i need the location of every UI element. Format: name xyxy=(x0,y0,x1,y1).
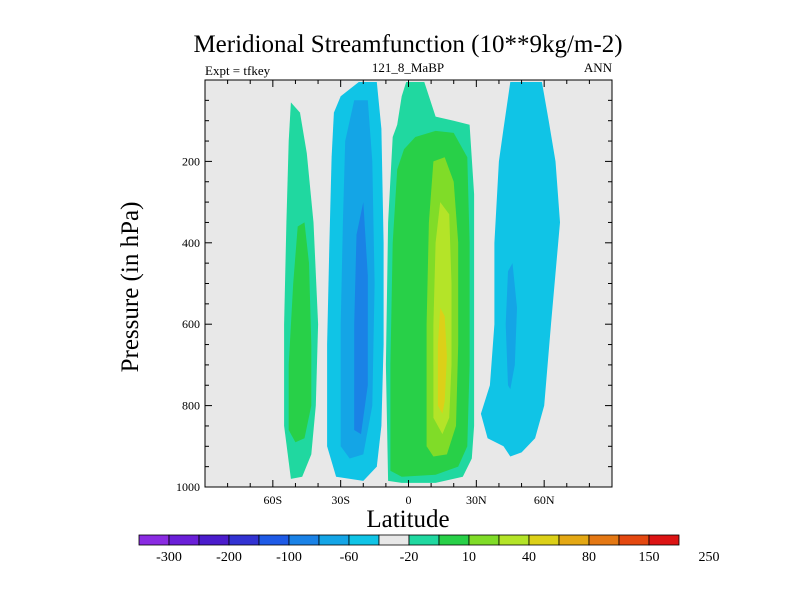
colorbar-swatch xyxy=(588,534,620,546)
center-subtitle: 121_8_MaBP xyxy=(372,60,444,75)
contour-green-40-1 xyxy=(288,222,312,443)
colorbar-label: -200 xyxy=(216,550,242,565)
colorbar-label: 250 xyxy=(699,550,720,565)
colorbar-swatch xyxy=(408,534,440,546)
colorbar: -300 -200 -100 -60 -20 10 40 80 150 250 xyxy=(138,534,720,565)
chart-title: Meridional Streamfunction (10**9kg/m-2) xyxy=(193,31,622,58)
colorbar-swatch xyxy=(438,534,470,546)
contour-layer xyxy=(284,82,560,483)
colorbar-swatch xyxy=(228,534,260,546)
y-tick-label: 400 xyxy=(182,236,200,250)
y-tick-label: 200 xyxy=(182,154,200,168)
colorbar-label: -20 xyxy=(400,550,419,565)
colorbar-label: -100 xyxy=(276,550,302,565)
y-tick-label: 600 xyxy=(182,317,200,331)
colorbar-swatch xyxy=(498,534,530,546)
colorbar-label: 80 xyxy=(582,550,596,565)
contour-blue-100-4 xyxy=(354,202,368,435)
colorbar-label: 150 xyxy=(639,550,660,565)
contour-blue-60-11 xyxy=(505,263,517,390)
y-tick-label: 800 xyxy=(182,399,200,413)
colorbar-swatch xyxy=(138,534,170,546)
y-tick-label: 1000 xyxy=(176,480,200,494)
contour-yellow-150-9 xyxy=(437,307,447,414)
x-tick-label: 30S xyxy=(331,493,350,507)
x-tick-label: 30N xyxy=(466,493,487,507)
colorbar-swatch xyxy=(618,534,650,546)
x-tick-label: 60S xyxy=(263,493,282,507)
colorbar-swatch xyxy=(528,534,560,546)
colorbar-swatch xyxy=(258,534,290,546)
x-tick-label: 60N xyxy=(534,493,555,507)
colorbar-swatch xyxy=(378,534,410,546)
colorbar-label: -300 xyxy=(156,550,182,565)
colorbar-swatch xyxy=(198,534,230,546)
colorbar-swatch xyxy=(468,534,500,546)
contour-blue-20-10 xyxy=(480,82,560,457)
colorbar-swatch xyxy=(648,534,680,546)
colorbar-label: 10 xyxy=(462,550,476,565)
colorbar-swatch xyxy=(168,534,200,546)
x-axis-label: Latitude xyxy=(366,506,449,533)
x-axis: 60S 30S 0 30N 60N xyxy=(204,80,613,507)
y-axis-label: Pressure (in hPa) xyxy=(117,202,144,373)
colorbar-swatch xyxy=(288,534,320,546)
colorbar-label: 40 xyxy=(522,550,536,565)
colorbar-swatch xyxy=(558,534,590,546)
right-subtitle: ANN xyxy=(584,60,613,75)
y-axis: 200 400 600 800 1000 xyxy=(176,99,612,494)
x-tick-label: 0 xyxy=(406,493,412,507)
plot-area: 200 400 600 800 1000 60S 30S 0 30N 60N xyxy=(176,79,613,507)
colorbar-swatch xyxy=(318,534,350,546)
left-subtitle: Expt = tfkey xyxy=(205,63,271,78)
colorbar-label: -60 xyxy=(340,550,359,565)
colorbar-swatch xyxy=(348,534,380,546)
